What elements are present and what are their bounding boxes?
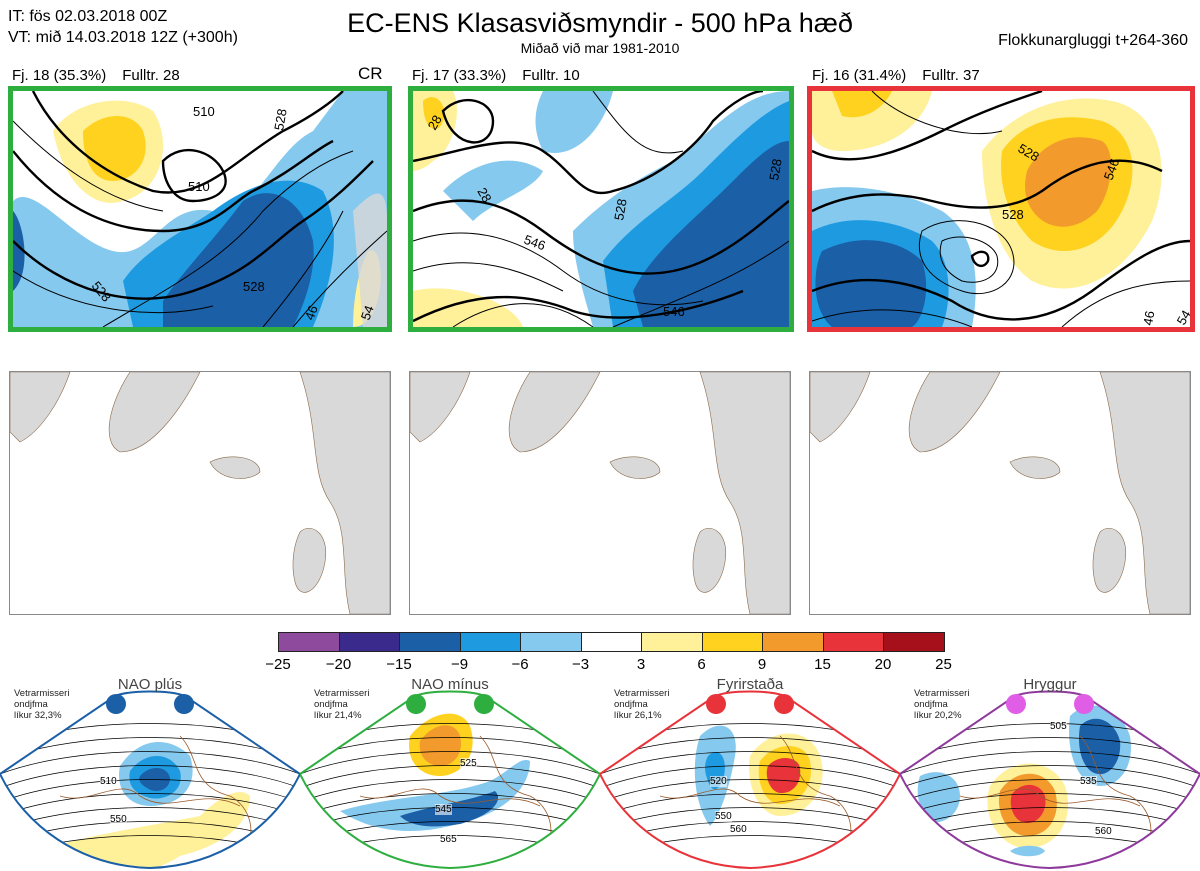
cluster-2-map: 546 528 528 546 28 28 (408, 86, 794, 332)
cluster-1-tag: CR (358, 64, 383, 83)
regime-panel: 505 535 560 Hryggur Vetrarmisseri ondjfma líku… (900, 676, 1200, 871)
regime-panel: 520 550 560 Fyrirstaða Vetrarmisseri ondjfma l… (600, 676, 900, 871)
cluster-2-label: Fj. 17 (33.3%) Fulltr. 10 (412, 67, 580, 84)
contour-label: 528 (611, 198, 630, 222)
colorbar-tick-label: −15 (386, 656, 412, 673)
contour-label: 546 (1101, 157, 1123, 183)
base-map-1 (9, 371, 391, 615)
page-subtitle: Miðað við mar 1981-2010 (520, 40, 680, 56)
colorbar-tick-label: 15 (814, 656, 831, 673)
regime-contour-label: 560 (1095, 826, 1112, 837)
cluster-3-label: Fj. 16 (31.4%) Fulltr. 37 (812, 67, 980, 84)
base-map-2 (409, 371, 791, 615)
colorbar-tick-label: −20 (325, 656, 352, 673)
regime-panel: 525 545 565 NAO mínus Vetrarmisseri ondjfma lí… (300, 676, 600, 871)
regime-contour-label: 535 (1080, 776, 1097, 787)
contour-label: 510 (193, 104, 215, 119)
page-title: EC-ENS Klasasviðsmyndir - 500 hPa hæð (347, 8, 853, 38)
regime-marker-dot (174, 694, 194, 714)
colorbar-tick-label: −6 (511, 656, 529, 673)
regime-marker-dot (106, 694, 126, 714)
regime-panel: 510 550 NAO plús Vetrarmisseri ondjfma líkur … (0, 676, 300, 871)
regime-marker-dot (406, 694, 426, 714)
contour-label: 528 (1002, 207, 1024, 222)
regime-title: NAO mínus (411, 676, 489, 693)
cluster-1-label: Fj. 18 (35.3%) Fulltr. 28 (12, 67, 180, 84)
colorbar-tick-label: −25 (265, 656, 291, 673)
regime-contour-label: 505 (1050, 721, 1067, 732)
contour-label: 546 (663, 304, 685, 319)
regime-contour-label: 550 (110, 814, 127, 825)
contour-label: 528 (243, 279, 265, 294)
regime-contour-label: 520 (710, 776, 727, 787)
regime-title: Fyrirstaða (716, 676, 784, 693)
valid-time: VT: mið 14.03.2018 12Z (+300h) (8, 29, 238, 46)
contour-label: 46 (1140, 310, 1157, 327)
regime-contour-label: 510 (100, 776, 117, 787)
regime-marker-dot (774, 694, 794, 714)
init-time: IT: fös 02.03.2018 00Z (8, 8, 168, 25)
contour-label: 510 (188, 179, 210, 194)
regime-frequency-text: Vetrarmisseri ondjfma líkur 32,3% (14, 688, 70, 721)
regime-title: NAO plús (117, 676, 183, 693)
colorbar-tick-label: −3 (571, 656, 590, 673)
regime-marker-dot (1006, 694, 1026, 714)
colorbar-cell (822, 632, 884, 652)
colorbar-tick-label: 9 (757, 656, 767, 673)
regime-frequency-text: Vetrarmisseri ondjfma líkur 26,1% (614, 688, 670, 721)
regime-contour-label: 525 (460, 758, 477, 769)
regime-contour-label: 545 (435, 804, 452, 815)
base-map-3 (809, 371, 1191, 615)
regime-contour-label: 560 (730, 824, 747, 835)
colorbar-tick-label: 3 (636, 656, 646, 673)
colorbar-tick-label: 20 (874, 656, 892, 673)
classification-window: Flokkunargluggi t+264-360 (998, 32, 1188, 49)
regime-title: Hryggur (1023, 676, 1077, 693)
regime-contour-label: 550 (715, 811, 732, 822)
regime-frequency-text: Vetrarmisseri ondjfma líkur 21,4% (314, 688, 370, 721)
colorbar-cell (641, 632, 703, 652)
contour-label: 28 (425, 112, 445, 132)
contour-label: 528 (766, 158, 785, 182)
contour-label: 528 (271, 108, 290, 132)
contour-label: 28 (474, 185, 494, 205)
colorbar-cell (762, 632, 824, 652)
colorbar-cell (278, 632, 340, 652)
colorbar-cell (520, 632, 582, 652)
colorbar-tick-label: −9 (450, 656, 469, 673)
contour-label: 46 (302, 303, 321, 322)
colorbar-cell (580, 632, 642, 652)
colorbar-cell (338, 632, 400, 652)
colorbar-cell (459, 632, 521, 652)
regime-frequency-text: Vetrarmisseri ondjfma líkur 20,2% (914, 688, 970, 721)
colorbar-tick-label: 25 (935, 656, 952, 673)
regime-marker-dot (1074, 694, 1094, 714)
contour-label: 546 (522, 232, 548, 254)
colorbar-cell (701, 632, 763, 652)
colorbar-tick-label: 6 (697, 656, 706, 673)
regime-marker-dot (474, 694, 494, 714)
colorbar: −25 −20 −15 −9 −6 −3 3 6 9 15 20 25 (265, 632, 952, 676)
cluster-1-map: 510 510 528 528 528 46 54 (8, 86, 392, 332)
contour-label: 54 (1174, 307, 1190, 327)
contour-label: 54 (358, 303, 377, 322)
regime-contour-label: 565 (440, 834, 457, 845)
regime-marker-dot (706, 694, 726, 714)
colorbar-cell (399, 632, 461, 652)
colorbar-cell (883, 632, 945, 652)
cluster-3-map: 528 528 546 46 54 (807, 86, 1195, 332)
header-info: IT: fös 02.03.2018 00Z VT: mið 14.03.201… (8, 6, 238, 48)
